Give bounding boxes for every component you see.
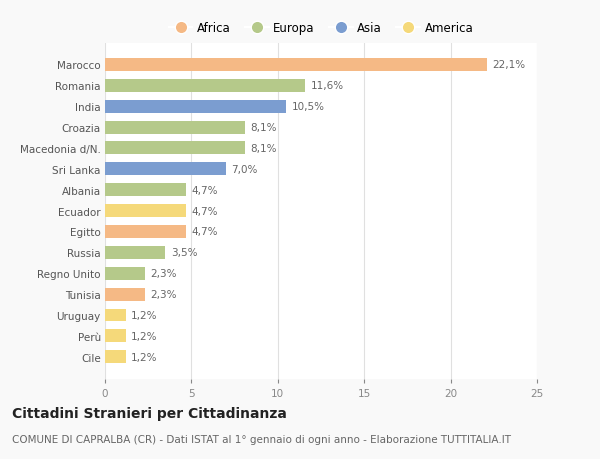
Text: Cittadini Stranieri per Cittadinanza: Cittadini Stranieri per Cittadinanza: [12, 406, 287, 420]
Bar: [105, 80, 305, 93]
Bar: [105, 288, 145, 301]
Text: 8,1%: 8,1%: [250, 123, 277, 133]
Bar: [105, 351, 126, 364]
Text: 22,1%: 22,1%: [492, 60, 525, 70]
Text: 1,2%: 1,2%: [131, 331, 157, 341]
Bar: [105, 309, 126, 322]
Text: COMUNE DI CAPRALBA (CR) - Dati ISTAT al 1° gennaio di ogni anno - Elaborazione T: COMUNE DI CAPRALBA (CR) - Dati ISTAT al …: [12, 434, 511, 444]
Text: 1,2%: 1,2%: [131, 310, 157, 320]
Bar: [105, 101, 286, 113]
Text: 8,1%: 8,1%: [250, 144, 277, 154]
Text: 7,0%: 7,0%: [231, 164, 257, 174]
Text: 3,5%: 3,5%: [170, 248, 197, 258]
Text: 4,7%: 4,7%: [191, 185, 218, 195]
Bar: [105, 205, 186, 218]
Bar: [105, 225, 186, 238]
Text: 4,7%: 4,7%: [191, 206, 218, 216]
Text: 2,3%: 2,3%: [150, 269, 176, 279]
Text: 10,5%: 10,5%: [292, 102, 325, 112]
Text: 1,2%: 1,2%: [131, 352, 157, 362]
Bar: [105, 121, 245, 134]
Bar: [105, 142, 245, 155]
Bar: [105, 330, 126, 342]
Bar: [105, 246, 166, 259]
Text: 2,3%: 2,3%: [150, 290, 176, 299]
Bar: [105, 184, 186, 197]
Bar: [105, 59, 487, 72]
Text: 11,6%: 11,6%: [311, 81, 344, 91]
Bar: [105, 267, 145, 280]
Text: 4,7%: 4,7%: [191, 227, 218, 237]
Legend: Africa, Europa, Asia, America: Africa, Europa, Asia, America: [164, 17, 478, 40]
Bar: [105, 163, 226, 176]
